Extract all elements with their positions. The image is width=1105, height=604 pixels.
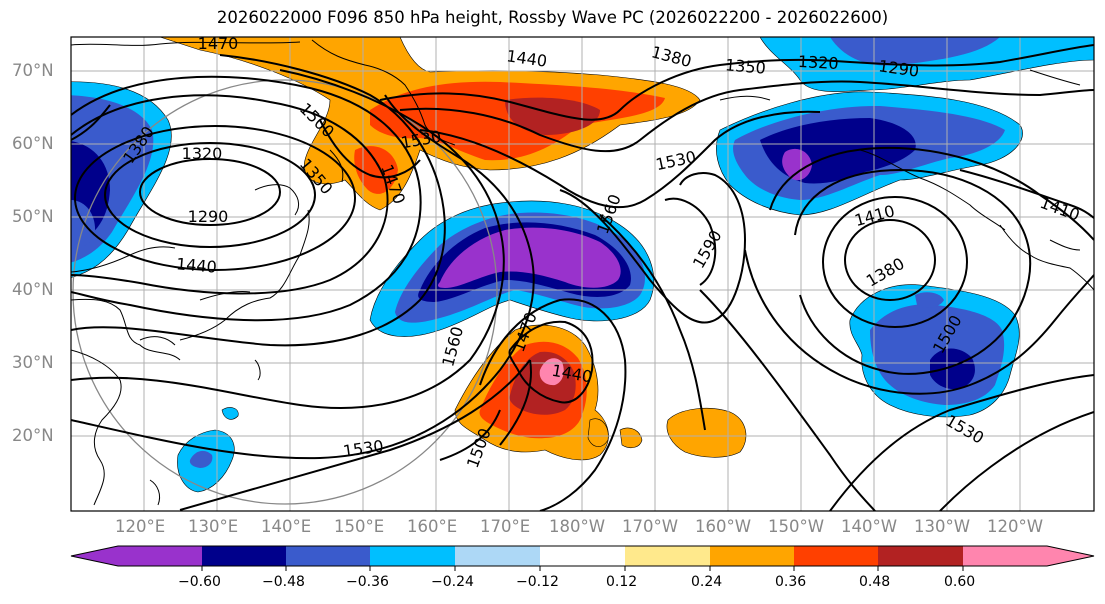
height-contours [71,44,1094,511]
contour-label: 1320 [182,144,223,163]
lat-tick-label: 70°N [12,61,54,80]
contour-label: 1320 [797,52,839,73]
pos-anomaly-subtropical [539,358,564,386]
colorbar-segment [202,546,287,566]
colorbar-outline [70,545,1095,567]
pos-anomaly-north [354,146,398,194]
pos-anomaly-subtropical [587,418,609,447]
neg-anomaly-east [915,292,944,308]
lon-tick-label: 120°E [115,517,166,536]
colorbar-segment [625,546,711,566]
lon-tick-label: 170°W [622,517,679,536]
neg-anomaly-central [437,227,621,288]
colorbar-segment [455,546,541,566]
contour-label: 1380 [649,42,693,71]
colorbar-segment [370,546,456,566]
contour-label: 1530 [654,147,698,174]
neg-anomaly-alaska [782,148,812,181]
lon-tick-label: 140°E [261,517,312,536]
lon-tick-label: 120°W [987,517,1044,536]
colorbar-extend-left [71,546,118,566]
contour-label: 1410 [1038,193,1083,225]
contour-label: 1560 [438,324,467,368]
colorbar-tick-label: 0.24 [691,574,723,590]
map-plot-area: 1470 1440 1380 1350 1320 1290 1380 1320 … [71,34,1094,511]
neg-anomaly-east [930,348,975,390]
colorbar-segment [118,546,203,566]
lon-tick-label: 160°W [695,517,752,536]
lon-tick-label: 150°W [768,517,825,536]
lon-tick-label: 170°E [480,517,531,536]
contour-label: 1500 [463,426,495,471]
contour-label: 1470 [198,34,239,53]
colorbar-tick-label: −0.48 [262,574,305,590]
colorbar-segment [878,546,964,566]
lat-tick-label: 20°N [12,426,54,445]
lat-tick-label: 40°N [12,280,54,299]
colorbar-tick-label: −0.60 [178,574,221,590]
colorbar-extend-right [1047,546,1094,566]
colorbar-segment [540,546,626,566]
colorbar-tick-label: 0.60 [944,574,976,590]
lon-tick-label: 150°E [334,517,385,536]
neg-anomaly-philippine [221,407,239,420]
colorbar-segment [794,546,879,566]
contour-label: 1590 [689,227,726,272]
map-title: 2026022000 F096 850 hPa height, Rossby W… [216,8,889,27]
colorbar-tick-label: −0.24 [431,574,474,590]
colorbar-tick-label: 0.36 [775,574,807,590]
map-frame [70,36,1095,512]
colorbar-tick-label: −0.12 [516,574,559,590]
colorbar-tick-label: 0.12 [606,574,638,590]
lat-tick-label: 50°N [12,207,54,226]
colorbar-segment [963,546,1048,566]
colorbar [70,545,1095,571]
lon-tick-label: 130°E [188,517,239,536]
contour-label: 1530 [942,411,987,448]
lon-tick-label: 130°W [914,517,971,536]
contour-label: 1440 [175,254,217,276]
contour-label: 1530 [342,436,385,460]
colorbar-segment [710,546,795,566]
colorbar-segment [286,546,371,566]
pos-anomaly-subtropical [666,407,747,458]
contour-label: 1350 [724,55,766,77]
contour-label: 1290 [188,207,229,226]
lon-tick-label: 140°W [841,517,898,536]
lat-tick-label: 60°N [12,134,54,153]
colorbar-tick-label: 0.48 [859,574,891,590]
colorbar-tick-label: −0.36 [346,574,389,590]
lon-tick-label: 180°W [549,517,606,536]
pos-anomaly-subtropical [619,427,643,449]
contour-label: 1440 [505,46,548,70]
lat-tick-label: 30°N [12,353,54,372]
neg-anomaly-arctic [830,37,1000,66]
colorbar-tick-marks [201,566,964,571]
neg-anomaly-philippine [189,450,213,468]
lon-tick-label: 160°E [407,517,458,536]
